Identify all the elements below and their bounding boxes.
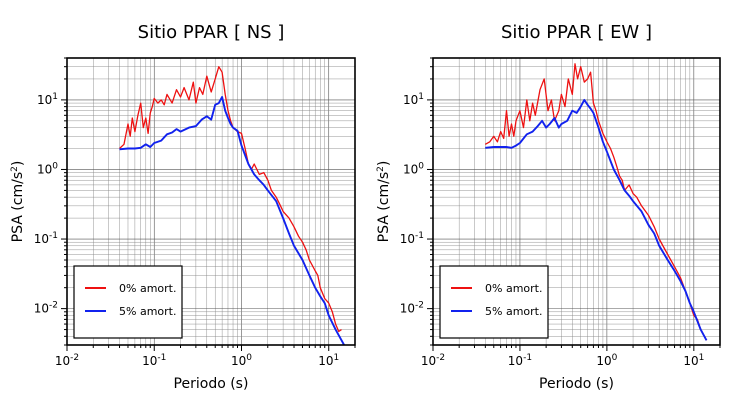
y-axis-label-sup: 2 (376, 166, 386, 172)
series-line-amort-0 (119, 66, 342, 333)
y-tick-label: 10-1 (34, 231, 58, 246)
y-axis-label: PSA (cm/s2) (10, 161, 26, 243)
chart-panel-1: Sitio PPAR [ NS ]10-2 10-1 100 10110-210-11… (10, 22, 356, 392)
chart-title: Sitio PPAR [ EW ] (501, 22, 652, 43)
y-tick-label: 100 (37, 161, 58, 176)
x-tick-label-exp: -1 (523, 353, 532, 363)
y-tick-label-base: 10 (37, 162, 52, 176)
x-tick-label: 100 (596, 353, 617, 368)
x-tick-label-base: 10 (142, 354, 157, 368)
x-tick-label-base: 10 (231, 354, 246, 368)
x-tick-label-exp: 0 (612, 353, 618, 363)
chart-title: Sitio PPAR [ NS ] (138, 22, 285, 43)
x-tick-label-exp: -2 (436, 353, 445, 363)
legend-label: 0% amort. (119, 282, 176, 295)
y-axis-label: PSA (cm/s2) (376, 161, 392, 243)
y-axis-label-main: PSA (cm/s (10, 172, 26, 242)
x-tick-label-base: 10 (421, 354, 436, 368)
y-tick-label-exp: 0 (52, 161, 58, 171)
x-tick-label-exp: -1 (157, 353, 166, 363)
series-line-amort-0 (484, 63, 708, 341)
x-tick-label-exp: -2 (70, 353, 79, 363)
y-tick-label-base: 10 (37, 93, 52, 107)
x-tick-label-exp: 1 (334, 353, 340, 363)
x-tick-label-base: 10 (683, 354, 698, 368)
series-line-amort-5 (119, 96, 345, 345)
y-axis-label-close: ) (376, 161, 392, 166)
x-tick-label-base: 10 (508, 354, 523, 368)
y-tick-label: 101 (403, 92, 424, 107)
x-tick-label-exp: 1 (699, 353, 705, 363)
grid (66, 57, 356, 346)
y-tick-label: 101 (37, 92, 58, 107)
y-tick-label-base: 10 (403, 162, 418, 176)
legend: 0% amort. 5% amort. (439, 265, 549, 339)
x-tick-label-base: 10 (55, 354, 70, 368)
y-tick-label-base: 10 (400, 302, 415, 316)
legend: 0% amort. 5% amort. (73, 265, 183, 339)
y-tick-label: 10-1 (400, 231, 424, 246)
x-tick-label: 101 (318, 353, 339, 368)
legend-label: 5% amort. (485, 305, 542, 318)
y-tick-label-exp: -1 (49, 231, 58, 241)
legend-label: 5% amort. (119, 305, 176, 318)
x-tick-label: 100 (231, 353, 252, 368)
y-axis-label-close: ) (10, 161, 26, 166)
y-tick-label-exp: 1 (52, 92, 58, 102)
x-tick-label: 10-1 (142, 353, 166, 368)
x-tick-label-exp: 0 (246, 353, 252, 363)
y-tick-label-base: 10 (34, 302, 49, 316)
y-tick-label-exp: 0 (418, 161, 424, 171)
x-tick-label: 10-2 (55, 353, 79, 368)
plot-frame (66, 57, 356, 346)
y-axis-label-sup: 2 (10, 166, 20, 172)
y-tick-label-exp: -2 (49, 301, 58, 311)
series-line-amort-5 (485, 98, 708, 341)
y-tick-label: 10-2 (400, 301, 424, 316)
x-tick-label: 10-2 (421, 353, 445, 368)
y-tick-label-exp: -1 (415, 231, 424, 241)
x-tick-label-base: 10 (596, 354, 611, 368)
x-axis-label: Periodo (s) (174, 376, 249, 392)
tick-marks (61, 57, 356, 351)
y-tick-label-base: 10 (403, 93, 418, 107)
y-tick-label: 100 (403, 161, 424, 176)
y-tick-label: 10-2 (34, 301, 58, 316)
legend-label: 0% amort. (485, 282, 542, 295)
x-axis-label: Periodo (s) (539, 376, 614, 392)
x-tick-label: 101 (683, 353, 704, 368)
chart-panel-2: Sitio PPAR [ EW ]10-2 10-1 100 10110-210-11… (376, 22, 721, 392)
y-tick-label-exp: -2 (415, 301, 424, 311)
legend-box (73, 265, 183, 339)
x-tick-label-base: 10 (318, 354, 333, 368)
y-axis-label-main: PSA (cm/s (376, 172, 392, 242)
y-tick-label-exp: 1 (418, 92, 424, 102)
y-tick-label-base: 10 (34, 232, 49, 246)
plot-frame (432, 57, 721, 346)
y-tick-label-base: 10 (400, 232, 415, 246)
legend-box (439, 265, 549, 339)
x-tick-label: 10-1 (508, 353, 532, 368)
